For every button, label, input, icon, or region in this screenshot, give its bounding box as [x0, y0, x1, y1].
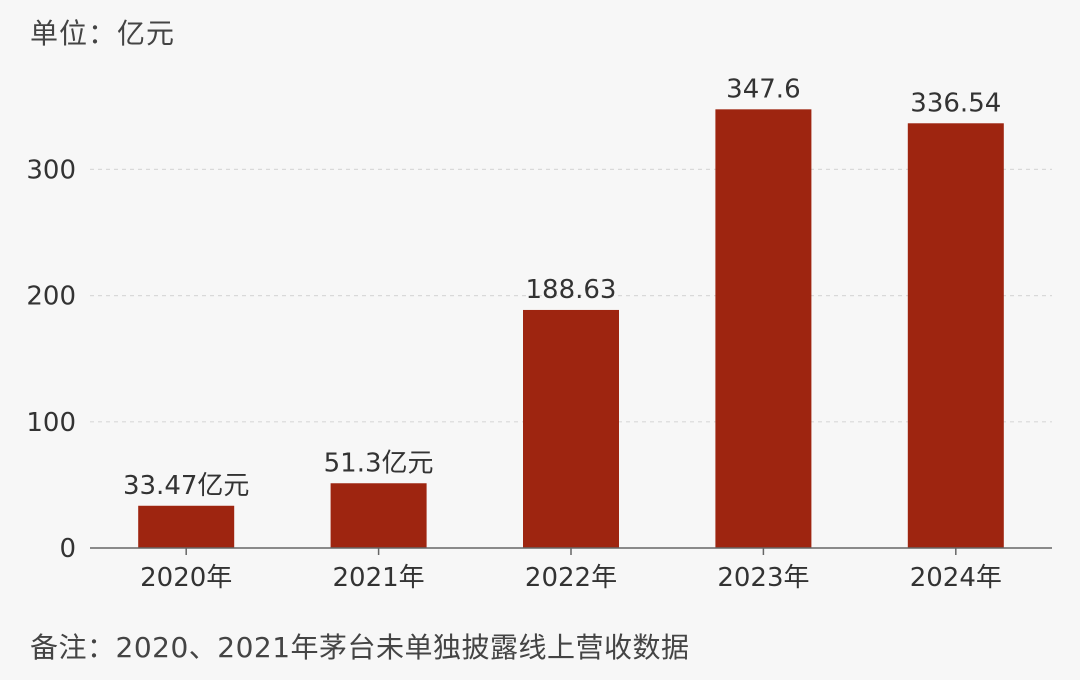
bar	[330, 483, 427, 548]
data-label: 188.63	[526, 275, 617, 305]
footnote: 备注：2020、2021年茅台未单独披露线上营收数据	[30, 631, 690, 664]
unit-label: 单位：亿元	[30, 17, 176, 50]
data-label: 33.47亿元	[123, 471, 249, 501]
y-tick-label: 300	[26, 155, 76, 185]
bar-chart: 0 100 200 300 33.47亿元 51.3亿元 188.63 347.6 336.5…	[26, 74, 1052, 593]
y-tick-label: 200	[26, 282, 76, 312]
bar	[715, 109, 812, 548]
y-tick-label: 100	[26, 408, 76, 438]
bar	[523, 309, 619, 548]
bar	[138, 505, 235, 548]
x-tick-label: 2020年	[140, 563, 232, 593]
bar	[907, 123, 1004, 548]
y-tick-label: 0	[59, 534, 76, 564]
bars	[138, 109, 1004, 548]
x-tick-label: 2023年	[717, 563, 809, 593]
x-axis-ticks: 2020年 2021年 2022年 2023年 2024年	[140, 548, 1002, 593]
x-tick-label: 2021年	[333, 563, 425, 593]
data-label: 347.6	[726, 74, 800, 104]
y-axis-ticks: 0 100 200 300	[26, 155, 76, 564]
x-tick-label: 2024年	[910, 563, 1002, 593]
data-labels: 33.47亿元 51.3亿元 188.63 347.6 336.54	[123, 74, 1001, 500]
x-tick-label: 2022年	[525, 563, 617, 593]
data-label: 51.3亿元	[324, 448, 434, 478]
data-label: 336.54	[910, 88, 1001, 118]
